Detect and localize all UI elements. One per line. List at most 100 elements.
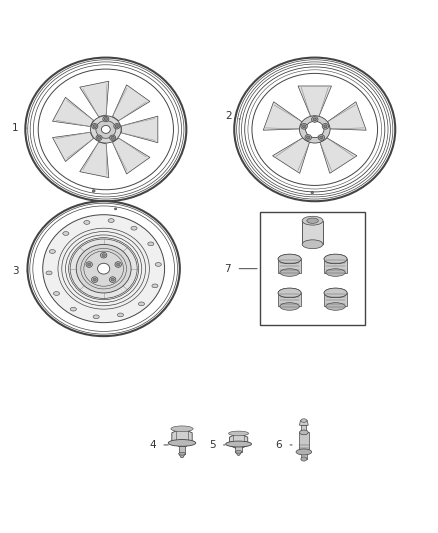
Ellipse shape <box>93 278 96 281</box>
Polygon shape <box>302 221 323 244</box>
Text: 1: 1 <box>12 123 19 133</box>
Ellipse shape <box>155 263 161 266</box>
Ellipse shape <box>300 430 308 435</box>
Ellipse shape <box>98 263 110 274</box>
Ellipse shape <box>311 117 318 122</box>
Ellipse shape <box>226 441 251 447</box>
Polygon shape <box>178 442 186 446</box>
Ellipse shape <box>280 303 299 310</box>
Ellipse shape <box>93 315 99 319</box>
Ellipse shape <box>43 215 165 322</box>
Ellipse shape <box>296 449 312 455</box>
Ellipse shape <box>324 288 347 297</box>
Ellipse shape <box>179 453 185 455</box>
Polygon shape <box>298 86 332 116</box>
Text: 6: 6 <box>276 440 282 450</box>
Ellipse shape <box>103 116 109 122</box>
Polygon shape <box>299 432 309 452</box>
Polygon shape <box>172 428 192 447</box>
Ellipse shape <box>301 419 307 422</box>
Ellipse shape <box>171 426 193 432</box>
Ellipse shape <box>168 440 196 446</box>
Ellipse shape <box>92 124 98 129</box>
Polygon shape <box>278 293 301 306</box>
Ellipse shape <box>324 254 347 264</box>
Polygon shape <box>235 452 242 455</box>
Text: 2: 2 <box>226 111 232 122</box>
Ellipse shape <box>229 431 249 436</box>
Ellipse shape <box>278 288 301 297</box>
Ellipse shape <box>307 218 318 223</box>
Ellipse shape <box>102 254 106 257</box>
Polygon shape <box>272 138 310 173</box>
Ellipse shape <box>313 118 316 121</box>
Ellipse shape <box>100 252 107 258</box>
Ellipse shape <box>111 278 114 281</box>
Ellipse shape <box>302 240 323 249</box>
Ellipse shape <box>53 292 60 295</box>
Polygon shape <box>301 452 307 459</box>
Ellipse shape <box>70 307 76 311</box>
Ellipse shape <box>115 125 119 127</box>
Ellipse shape <box>326 269 345 276</box>
Ellipse shape <box>117 313 124 317</box>
Ellipse shape <box>111 136 114 139</box>
Polygon shape <box>113 85 150 120</box>
Polygon shape <box>235 444 242 452</box>
Ellipse shape <box>300 116 330 143</box>
Polygon shape <box>113 138 150 174</box>
Ellipse shape <box>324 288 347 297</box>
Ellipse shape <box>278 288 301 297</box>
Ellipse shape <box>148 242 154 246</box>
Ellipse shape <box>102 125 110 133</box>
Ellipse shape <box>86 262 92 268</box>
Ellipse shape <box>25 58 186 201</box>
Ellipse shape <box>110 277 116 282</box>
Polygon shape <box>324 259 347 272</box>
Polygon shape <box>179 454 185 457</box>
Ellipse shape <box>108 219 114 222</box>
Ellipse shape <box>307 136 310 139</box>
Ellipse shape <box>301 124 307 129</box>
Ellipse shape <box>324 254 347 264</box>
Ellipse shape <box>70 239 137 298</box>
Text: 5: 5 <box>209 440 215 450</box>
Polygon shape <box>53 98 93 126</box>
Polygon shape <box>320 138 357 173</box>
Text: 3: 3 <box>12 266 19 276</box>
Ellipse shape <box>28 201 180 336</box>
Ellipse shape <box>92 190 95 192</box>
Ellipse shape <box>117 263 120 266</box>
Ellipse shape <box>49 249 56 253</box>
Ellipse shape <box>110 135 116 141</box>
Ellipse shape <box>88 263 91 266</box>
Ellipse shape <box>306 121 324 138</box>
Ellipse shape <box>93 125 96 127</box>
Ellipse shape <box>322 124 328 129</box>
Ellipse shape <box>235 450 242 453</box>
Ellipse shape <box>46 271 52 275</box>
Ellipse shape <box>326 303 345 310</box>
Polygon shape <box>179 446 185 454</box>
Ellipse shape <box>318 135 325 140</box>
Polygon shape <box>324 293 347 306</box>
Ellipse shape <box>92 277 98 282</box>
Ellipse shape <box>301 457 307 461</box>
Ellipse shape <box>114 124 120 129</box>
Ellipse shape <box>84 221 90 224</box>
Ellipse shape <box>96 120 116 138</box>
Ellipse shape <box>114 208 117 210</box>
Ellipse shape <box>91 116 121 143</box>
Ellipse shape <box>38 69 173 190</box>
Ellipse shape <box>303 125 306 128</box>
Ellipse shape <box>131 227 137 230</box>
Polygon shape <box>121 116 158 143</box>
Ellipse shape <box>63 232 69 236</box>
Ellipse shape <box>311 191 314 193</box>
Text: 4: 4 <box>149 440 156 450</box>
Ellipse shape <box>252 74 378 185</box>
Ellipse shape <box>302 216 323 225</box>
Ellipse shape <box>97 136 101 139</box>
Ellipse shape <box>115 262 121 268</box>
Ellipse shape <box>324 125 327 128</box>
